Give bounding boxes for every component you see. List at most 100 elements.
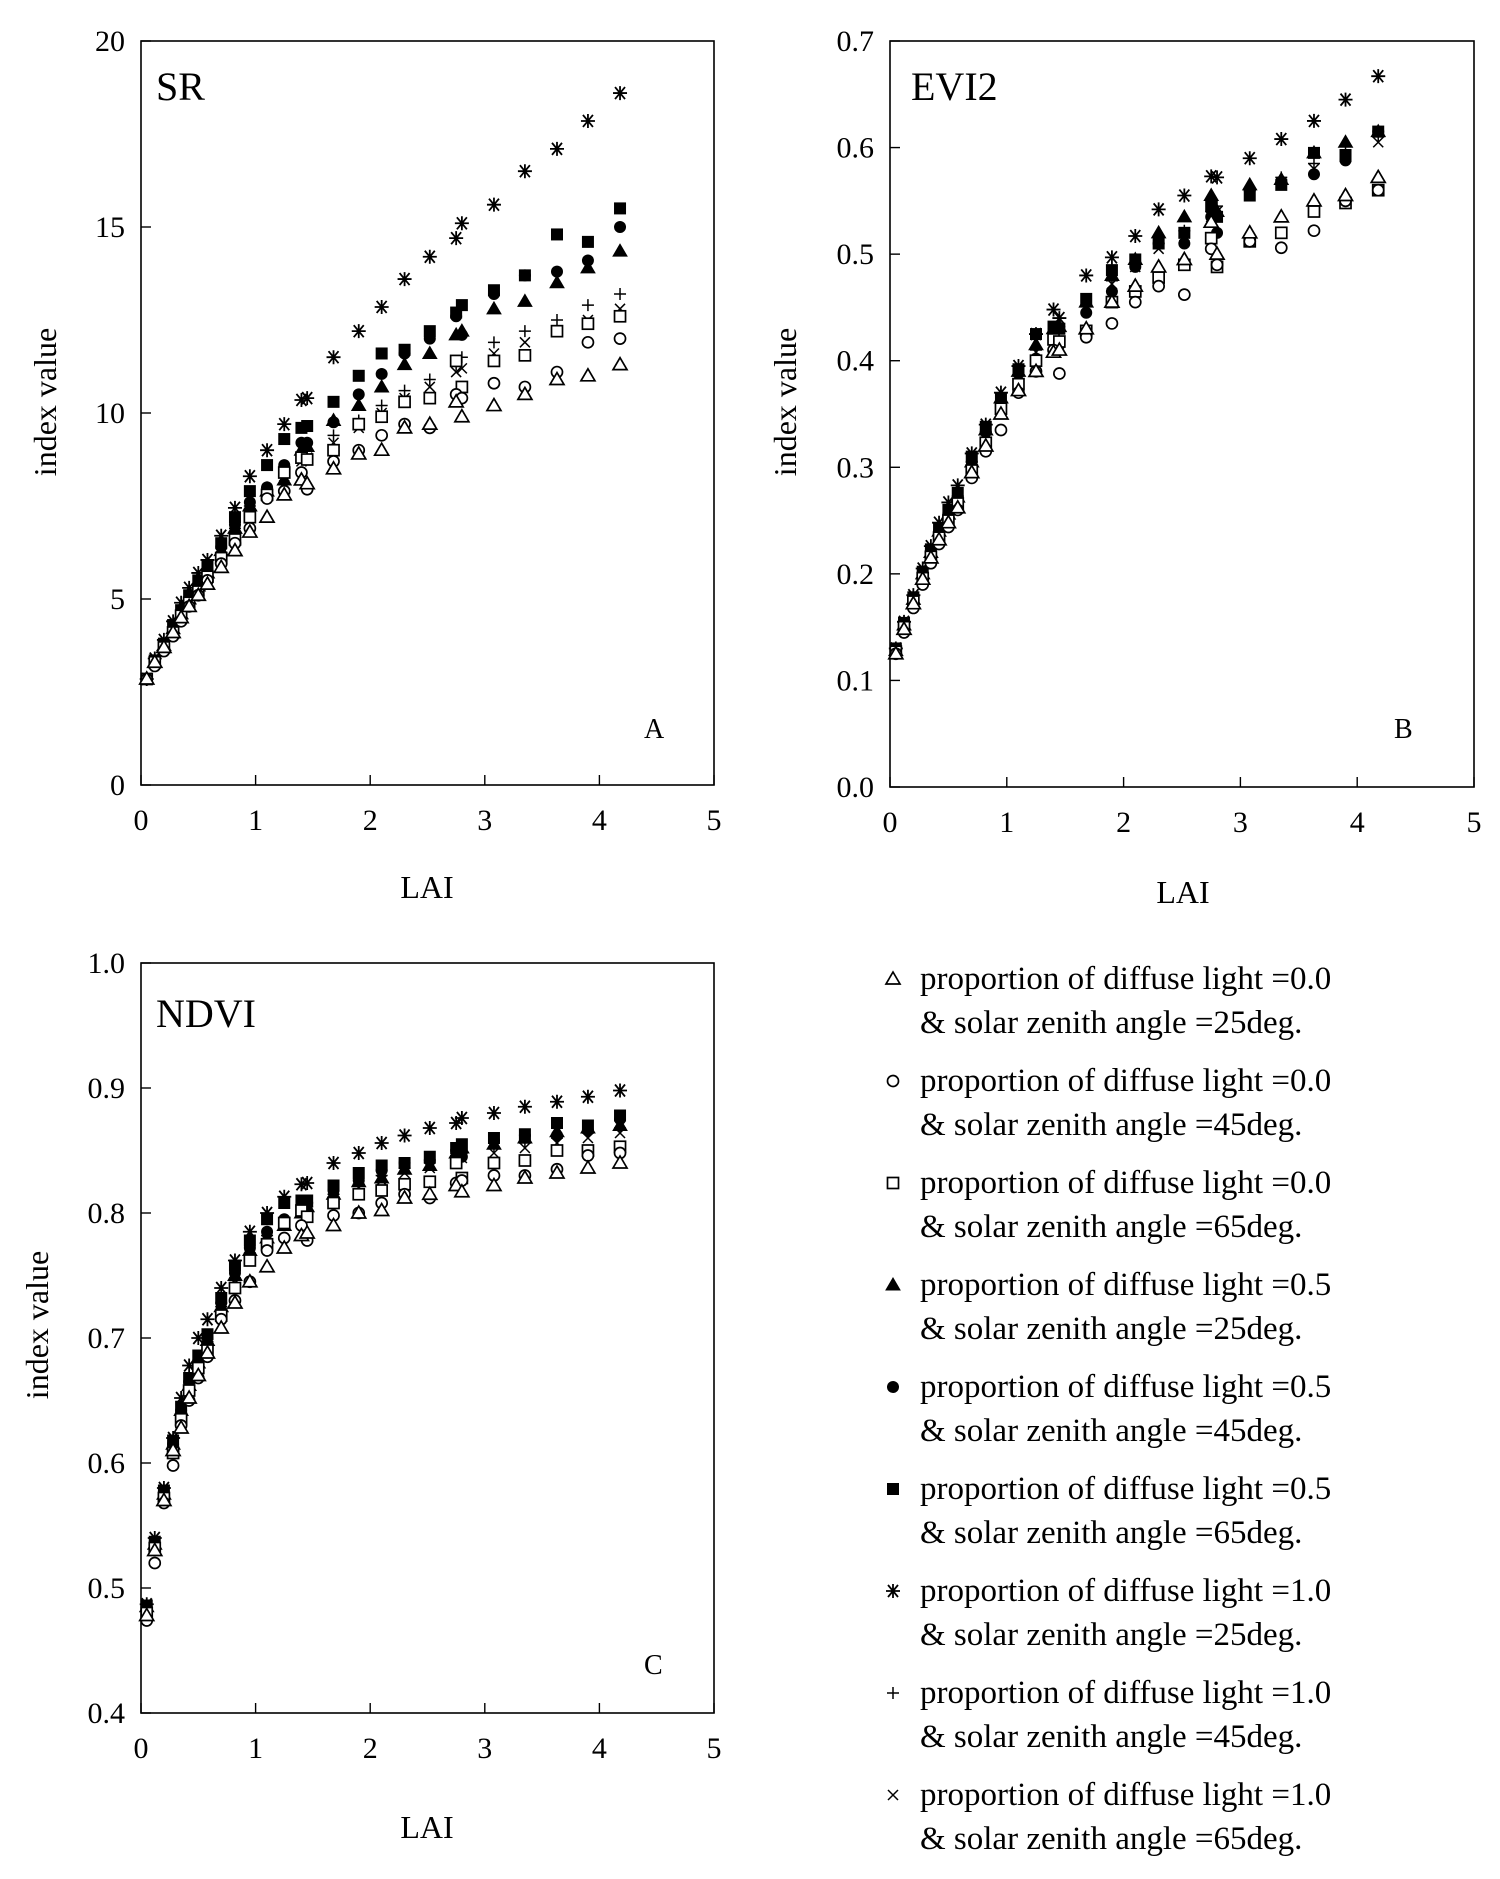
data-point <box>580 1089 595 1104</box>
data-point <box>397 272 412 287</box>
legend-label: proportion of diffuse light =0.5 <box>920 1471 1331 1507</box>
data-point <box>155 1491 173 1507</box>
data-point <box>1337 186 1354 202</box>
data-point <box>950 478 965 493</box>
data-point <box>1202 213 1220 229</box>
x-tick-label: 4 <box>592 804 607 837</box>
data-point <box>1244 189 1256 202</box>
data-point <box>1105 317 1119 330</box>
data-point <box>580 113 595 128</box>
data-point <box>326 1156 341 1170</box>
data-point <box>423 373 436 386</box>
data-point <box>939 514 957 529</box>
data-point <box>1053 320 1066 333</box>
data-point <box>1128 229 1143 244</box>
legend-label: & solar zenith angle =45deg. <box>920 1413 1302 1449</box>
data-point <box>517 1099 532 1114</box>
x-tick-label: 3 <box>477 804 492 837</box>
data-point <box>423 332 436 345</box>
data-point <box>486 197 501 212</box>
legend-entry: proportion of diffuse light =0.5 & solar… <box>887 1369 1331 1449</box>
legend-marker-triangle-open <box>884 970 902 985</box>
data-point <box>1339 143 1352 156</box>
data-point <box>1274 241 1288 255</box>
data-point <box>887 645 905 660</box>
data-point <box>350 1204 368 1219</box>
legend-label: proportion of diffuse light =1.0 <box>920 1675 1331 1711</box>
data-point <box>518 1154 532 1167</box>
legend-marker-square-open <box>886 1176 900 1190</box>
legend-entry: proportion of diffuse light =0.5 & solar… <box>885 1267 1331 1347</box>
data-point <box>579 367 597 382</box>
legend-label: proportion of diffuse light =0.0 <box>920 1063 1331 1099</box>
data-point <box>242 469 257 484</box>
data-point <box>614 202 627 215</box>
data-point <box>488 1147 500 1159</box>
data-point <box>300 391 315 406</box>
y-axis-title: index value <box>767 328 803 476</box>
data-point <box>325 460 343 475</box>
data-point <box>241 1273 259 1288</box>
data-point <box>895 620 913 636</box>
data-point <box>212 558 230 574</box>
data-point <box>327 429 340 442</box>
data-point <box>1338 92 1353 107</box>
data-point <box>155 638 173 654</box>
series-triangle-open <box>887 168 1387 660</box>
legend-label: proportion of diffuse light =0.5 <box>920 1267 1331 1303</box>
data-point <box>518 269 531 282</box>
y-tick-label: 0.4 <box>837 345 875 378</box>
y-tick-label: 0.0 <box>837 771 875 804</box>
legend-entry: proportion of diffuse light =0.0 & solar… <box>886 1165 1331 1245</box>
panel-label: C <box>644 1650 663 1681</box>
data-point <box>1153 243 1165 255</box>
series-square-open <box>140 309 627 686</box>
data-point <box>518 348 532 362</box>
data-point <box>352 388 365 401</box>
data-point <box>373 378 390 393</box>
data-point <box>398 395 411 409</box>
x-tick-label: 5 <box>707 804 722 837</box>
data-point <box>298 474 316 490</box>
data-point <box>146 1541 164 1557</box>
data-point <box>550 265 563 278</box>
legend-marker-triangle-filled <box>885 1277 901 1291</box>
y-tick-label: 15 <box>95 211 125 244</box>
data-point <box>979 426 992 439</box>
data-point <box>1210 170 1225 185</box>
data-point <box>300 453 314 466</box>
data-point <box>914 570 932 586</box>
data-point <box>1152 279 1165 293</box>
panel-label: A <box>644 714 665 745</box>
legend-label: & solar zenith angle =25deg. <box>920 1617 1302 1653</box>
data-point <box>516 385 534 401</box>
plot-frame <box>140 962 715 1714</box>
data-point <box>486 300 502 315</box>
legend-label: & solar zenith angle =45deg. <box>920 1107 1302 1143</box>
data-point <box>275 486 293 501</box>
legend-entry: proportion of diffuse light =1.0 & solar… <box>887 1675 1331 1755</box>
x-tick-label: 2 <box>363 804 378 837</box>
data-point <box>487 287 500 300</box>
data-point <box>519 336 531 348</box>
data-point <box>1053 367 1066 380</box>
data-point <box>294 392 309 407</box>
data-point <box>374 1136 389 1150</box>
legend-label: & solar zenith angle =65deg. <box>920 1821 1302 1857</box>
data-point <box>581 317 595 331</box>
data-point <box>1211 200 1224 213</box>
data-point <box>449 1156 463 1170</box>
data-point <box>243 510 257 524</box>
data-point <box>1208 245 1226 260</box>
data-point <box>1080 301 1092 313</box>
x-tick-label: 0 <box>134 804 149 837</box>
data-point <box>453 408 471 423</box>
data-point <box>1372 136 1384 148</box>
data-point <box>1046 302 1061 317</box>
data-point <box>174 595 189 610</box>
data-point <box>1053 323 1065 335</box>
data-point <box>1210 258 1224 272</box>
data-point <box>373 1201 391 1217</box>
data-point <box>1152 237 1165 250</box>
